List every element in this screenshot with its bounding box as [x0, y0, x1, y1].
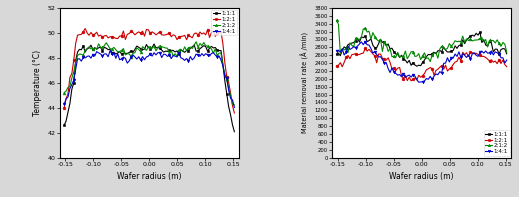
Line: 1:2:1: 1:2:1 [63, 27, 236, 114]
1:4:1 [503, 59, 510, 61]
1:1:1 [503, 53, 510, 55]
Y-axis label: Temperature (°C): Temperature (°C) [33, 50, 42, 116]
1:4:1 [362, 40, 368, 43]
1:2:1 [479, 55, 485, 58]
1:4:1 [231, 106, 238, 109]
1:4:1 [333, 50, 339, 52]
1:1:1 [113, 53, 119, 55]
Line: 1:2:1: 1:2:1 [335, 47, 508, 82]
1:2:1 [115, 37, 121, 40]
2:1:2 [61, 91, 67, 94]
Legend: 1:1:1, 1:2:1, 2:1:2, 1:4:1: 1:1:1, 1:2:1, 2:1:2, 1:4:1 [484, 130, 510, 156]
1:1:1 [479, 41, 485, 44]
1:4:1 [479, 50, 485, 52]
1:4:1 [115, 52, 121, 55]
2:1:2 [208, 48, 214, 50]
1:2:1 [226, 81, 232, 84]
2:1:2 [84, 48, 90, 50]
2:1:2 [503, 51, 510, 53]
1:1:1 [84, 47, 90, 49]
1:4:1 [204, 54, 211, 56]
1:2:1 [483, 56, 489, 59]
1:1:1 [61, 124, 67, 126]
2:1:2 [427, 60, 433, 63]
1:1:1 [500, 47, 506, 50]
1:4:1 [61, 103, 67, 105]
2:1:2 [481, 41, 487, 43]
Line: 2:1:2: 2:1:2 [63, 40, 236, 106]
1:4:1 [456, 51, 462, 53]
1:4:1 [483, 50, 489, 52]
1:1:1 [454, 47, 460, 50]
Line: 1:1:1: 1:1:1 [63, 43, 236, 133]
Y-axis label: Material removal rate (Å /min): Material removal rate (Å /min) [301, 32, 309, 133]
2:1:2 [204, 45, 211, 47]
1:4:1 [182, 59, 188, 61]
Line: 1:1:1: 1:1:1 [335, 31, 508, 68]
1:1:1 [231, 131, 238, 133]
2:1:2 [357, 38, 363, 41]
2:1:2 [333, 19, 339, 21]
1:2:1 [362, 47, 368, 49]
1:4:1 [416, 81, 422, 84]
2:1:2 [180, 50, 186, 53]
1:2:1 [208, 32, 214, 34]
1:4:1 [84, 55, 90, 58]
2:1:2 [113, 49, 119, 51]
Line: 1:4:1: 1:4:1 [63, 49, 236, 109]
1:1:1 [226, 105, 232, 108]
1:4:1 [107, 49, 113, 52]
1:2:1 [357, 53, 363, 56]
2:1:2 [385, 50, 391, 53]
2:1:2 [498, 45, 504, 47]
X-axis label: Wafer radius (m): Wafer radius (m) [117, 172, 182, 181]
X-axis label: Wafer radius (m): Wafer radius (m) [389, 172, 454, 181]
Legend: 1:1:1, 1:2:1, 2:1:2, 1:4:1: 1:1:1, 1:2:1, 2:1:2, 1:4:1 [211, 9, 237, 35]
1:1:1 [477, 31, 483, 33]
2:1:2 [226, 87, 232, 89]
1:1:1 [151, 43, 157, 45]
1:2:1 [204, 29, 211, 31]
1:2:1 [408, 80, 414, 82]
1:1:1 [357, 41, 363, 43]
1:1:1 [483, 44, 489, 46]
1:4:1 [226, 89, 232, 91]
Line: 1:4:1: 1:4:1 [335, 40, 508, 84]
1:2:1 [61, 106, 67, 109]
1:4:1 [357, 43, 363, 45]
2:1:2 [193, 41, 199, 43]
1:4:1 [500, 57, 506, 59]
1:4:1 [208, 52, 214, 55]
1:1:1 [414, 65, 420, 67]
1:1:1 [182, 51, 188, 54]
2:1:2 [231, 104, 238, 106]
Line: 2:1:2: 2:1:2 [335, 19, 508, 63]
2:1:2 [454, 41, 460, 43]
1:4:1 [387, 71, 393, 74]
1:2:1 [231, 112, 238, 114]
1:2:1 [86, 34, 92, 36]
1:1:1 [204, 50, 211, 52]
1:2:1 [503, 66, 510, 68]
1:2:1 [500, 59, 506, 61]
1:2:1 [82, 27, 88, 30]
1:2:1 [182, 34, 188, 37]
1:2:1 [387, 61, 393, 64]
1:1:1 [385, 43, 391, 45]
1:1:1 [208, 45, 214, 47]
1:2:1 [456, 56, 462, 58]
1:1:1 [333, 53, 339, 55]
1:2:1 [333, 65, 339, 67]
2:1:2 [477, 37, 483, 40]
